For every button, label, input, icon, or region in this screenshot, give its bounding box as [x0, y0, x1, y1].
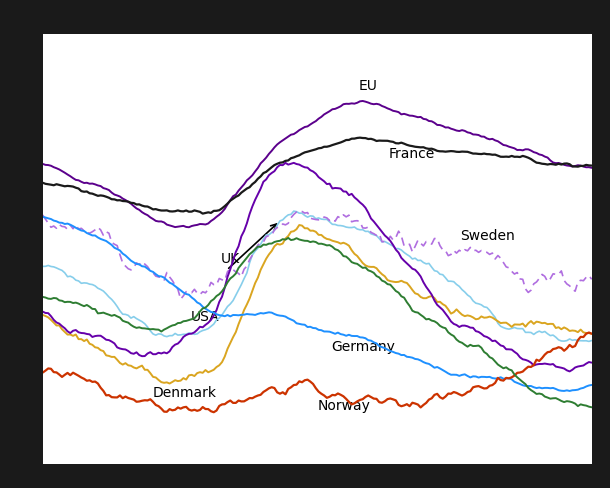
Text: USA: USA [191, 310, 220, 325]
Text: UK: UK [221, 252, 240, 266]
Text: Norway: Norway [317, 399, 370, 413]
Text: EU: EU [358, 80, 377, 93]
Text: Sweden: Sweden [460, 229, 515, 243]
Text: Germany: Germany [331, 340, 395, 354]
Text: France: France [389, 147, 435, 161]
Text: Denmark: Denmark [152, 386, 217, 400]
